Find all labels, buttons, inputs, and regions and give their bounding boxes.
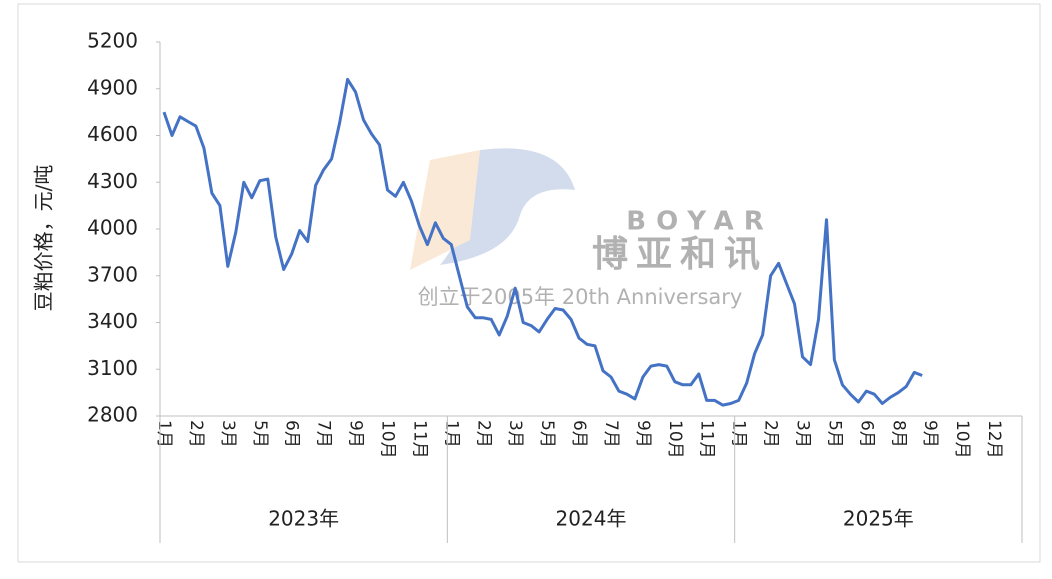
x-tick-label: 6月: [856, 420, 876, 448]
watermark-name: 博亚和讯: [592, 234, 768, 275]
x-group-label: 2024年: [556, 507, 627, 531]
watermark-brand: BOYAR: [626, 207, 773, 237]
watermark-tagline: 创立于2005年 20th Anniversary: [418, 285, 743, 309]
x-tick-label: 5月: [824, 420, 844, 448]
x-tick-label: 8月: [888, 420, 908, 448]
x-tick-label: 3月: [793, 420, 813, 448]
x-tick-label: 1月: [729, 420, 749, 448]
x-tick-label: 9月: [920, 420, 940, 448]
y-tick-label: 4600: [87, 122, 138, 146]
y-tick-label: 5200: [87, 29, 138, 53]
x-tick-label: 10月: [665, 420, 685, 459]
x-tick-label: 2月: [186, 420, 206, 448]
y-tick-label: 3100: [87, 356, 138, 380]
x-tick-label: 11月: [409, 420, 429, 459]
chart-frame: [17, 3, 1041, 563]
x-tick-label: 7月: [601, 420, 621, 448]
x-tick-label: 3月: [505, 420, 525, 448]
x-tick-label: 12月: [984, 420, 1004, 459]
x-tick-label: 5月: [250, 420, 270, 448]
x-tick-label: 3月: [218, 420, 238, 448]
x-tick-label: 6月: [569, 420, 589, 448]
x-group-label: 2025年: [843, 507, 914, 531]
x-tick-label: 2月: [761, 420, 781, 448]
x-tick-label: 11月: [697, 420, 717, 459]
line-series: [162, 77, 923, 407]
y-axis-label: 豆粕价格，元/吨: [32, 165, 56, 312]
watermark: BOYAR 博亚和讯 创立于2005年 20th Anniversary: [410, 148, 773, 309]
y-tick-label: 2800: [87, 403, 138, 427]
x-tick-label: 2月: [473, 420, 493, 448]
x-tick-label: 5月: [537, 420, 557, 448]
y-tick-label: 4900: [87, 75, 138, 99]
x-tick-label: 7月: [314, 420, 334, 448]
x-tick-label: 1月: [441, 420, 461, 448]
x-tick-label: 9月: [346, 420, 366, 448]
y-tick-label: 3700: [87, 262, 138, 286]
y-tick-label: 3400: [87, 309, 138, 333]
watermark-logo: [440, 148, 575, 265]
y-tick-label: 4000: [87, 216, 138, 240]
x-tick-label: 1月: [154, 420, 174, 448]
x-tick-label: 10月: [952, 420, 972, 459]
x-tick-label: 9月: [633, 420, 653, 448]
y-tick-label: 4300: [87, 169, 138, 193]
x-tick-label: 6月: [282, 420, 302, 448]
x-tick-label: 10月: [377, 420, 397, 459]
x-group-label: 2023年: [268, 507, 339, 531]
